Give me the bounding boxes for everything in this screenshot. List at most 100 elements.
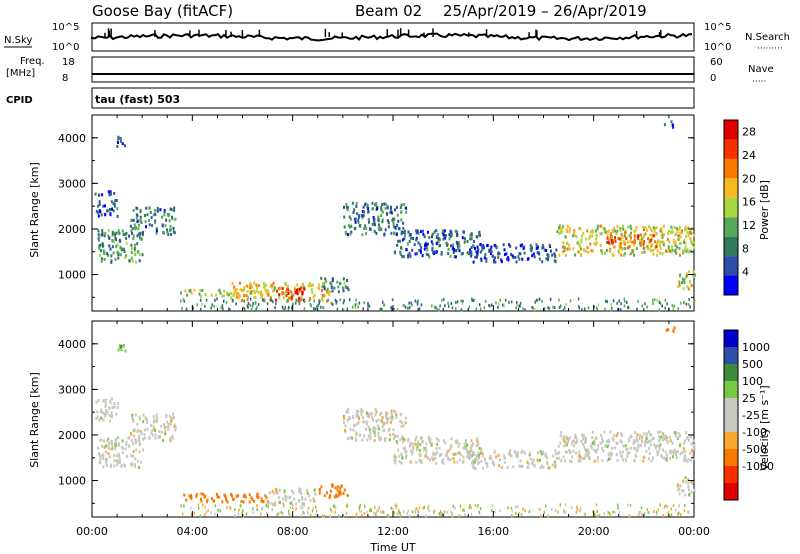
scatter-cell [452,243,455,247]
scatter-cell [564,459,567,463]
scatter-cell [404,421,407,425]
scatter-cell [437,233,439,236]
scatter-cell [113,464,116,468]
scatter-cell [477,442,480,446]
scatter-cell [299,492,302,496]
scatter-cell [269,296,272,300]
scatter-cell [575,235,578,239]
scatter-cell [267,500,270,504]
scatter-cell [108,406,111,410]
ground-scatter-cell [354,306,357,310]
scatter-cell [675,227,678,231]
scatter-cell [445,241,448,245]
scatter-cell [684,449,687,453]
scatter-cell [596,456,599,459]
scatter-cell [456,234,459,238]
scatter-cell [424,452,427,456]
scatter-cell [107,437,110,441]
scatter-cell [218,495,221,499]
ground-scatter-cell [387,514,389,518]
scatter-cell [578,458,581,462]
scatter-cell [618,251,621,255]
ground-scatter-cell [261,506,264,510]
scatter-cell [167,422,170,426]
scatter-cell [668,229,670,233]
scatter-cell [377,215,380,219]
scatter-cell [162,423,165,427]
scatter-cell [374,223,376,227]
scatter-cell [168,219,171,223]
scatter-cell [687,226,690,230]
scatter-cell [171,215,173,219]
scatter-cell [409,236,412,240]
scatter-cell [423,235,426,239]
scatter-cell [683,278,686,282]
scatter-cell [246,284,249,288]
ground-scatter-cell [680,513,682,516]
scatter-cell [114,233,117,237]
scatter-cell [433,250,436,254]
cpid-label: CPID [6,95,33,106]
ground-scatter-cell [497,305,499,309]
scatter-cell [346,418,349,422]
scatter-cell [125,236,128,240]
scatter-cell [475,255,478,259]
scatter-cell [377,432,380,435]
scatter-cell [541,260,544,264]
scatter-cell [403,237,406,241]
scatter-cell [593,448,596,452]
scatter-cell [365,411,368,415]
scatter-cell [362,205,365,209]
ground-scatter-cell [407,509,409,513]
scatter-cell [328,293,331,297]
scatter-cell [648,440,651,444]
ground-scatter-cell [606,300,609,304]
scatter-cell [146,427,149,431]
scatter-cell [226,500,229,504]
scatter-cell [673,225,676,229]
scatter-cell [435,242,438,246]
scatter-cell [586,450,589,454]
colorbar-tick-label: 1000 [742,341,770,354]
cpid-panel [91,87,695,109]
ground-scatter-cell [255,308,257,312]
scatter-cell [380,419,383,423]
scatter-cell [594,229,597,233]
scatter-cell [392,437,395,441]
ground-scatter-cell [348,298,351,302]
scatter-cell [688,493,691,496]
scatter-cell [185,498,188,502]
scatter-cell [425,245,428,249]
scatter-cell [136,250,139,254]
ground-scatter-cell [295,507,297,511]
scatter-cell [687,485,690,489]
scatter-cell [686,460,689,463]
scatter-cell [679,484,682,488]
scatter-cell [633,440,636,444]
scatter-cell [684,456,687,460]
scatter-cell [470,233,473,237]
scatter-cell [349,232,352,236]
scatter-cell [130,243,133,247]
scatter-cell [446,243,449,247]
ground-scatter-cell [577,297,580,301]
scatter-cell [381,210,384,214]
scatter-cell [466,251,469,255]
scatter-cell [636,447,639,451]
ground-scatter-cell [398,508,400,512]
scatter-cell [372,429,375,433]
scatter-cell [472,240,475,243]
ground-scatter-cell [448,304,450,308]
ground-scatter-cell [355,512,358,516]
scatter-cell [471,443,474,447]
ground-scatter-cell [618,299,620,303]
scatter-cell [444,236,447,240]
scatter-cell [355,439,357,442]
ground-scatter-cell [659,302,662,306]
scatter-cell [313,488,316,492]
scatter-cell [117,348,120,352]
scatter-cell [125,441,128,445]
ground-scatter-cell [399,511,401,515]
scatter-cell [415,238,418,242]
scatter-cell [369,431,372,435]
